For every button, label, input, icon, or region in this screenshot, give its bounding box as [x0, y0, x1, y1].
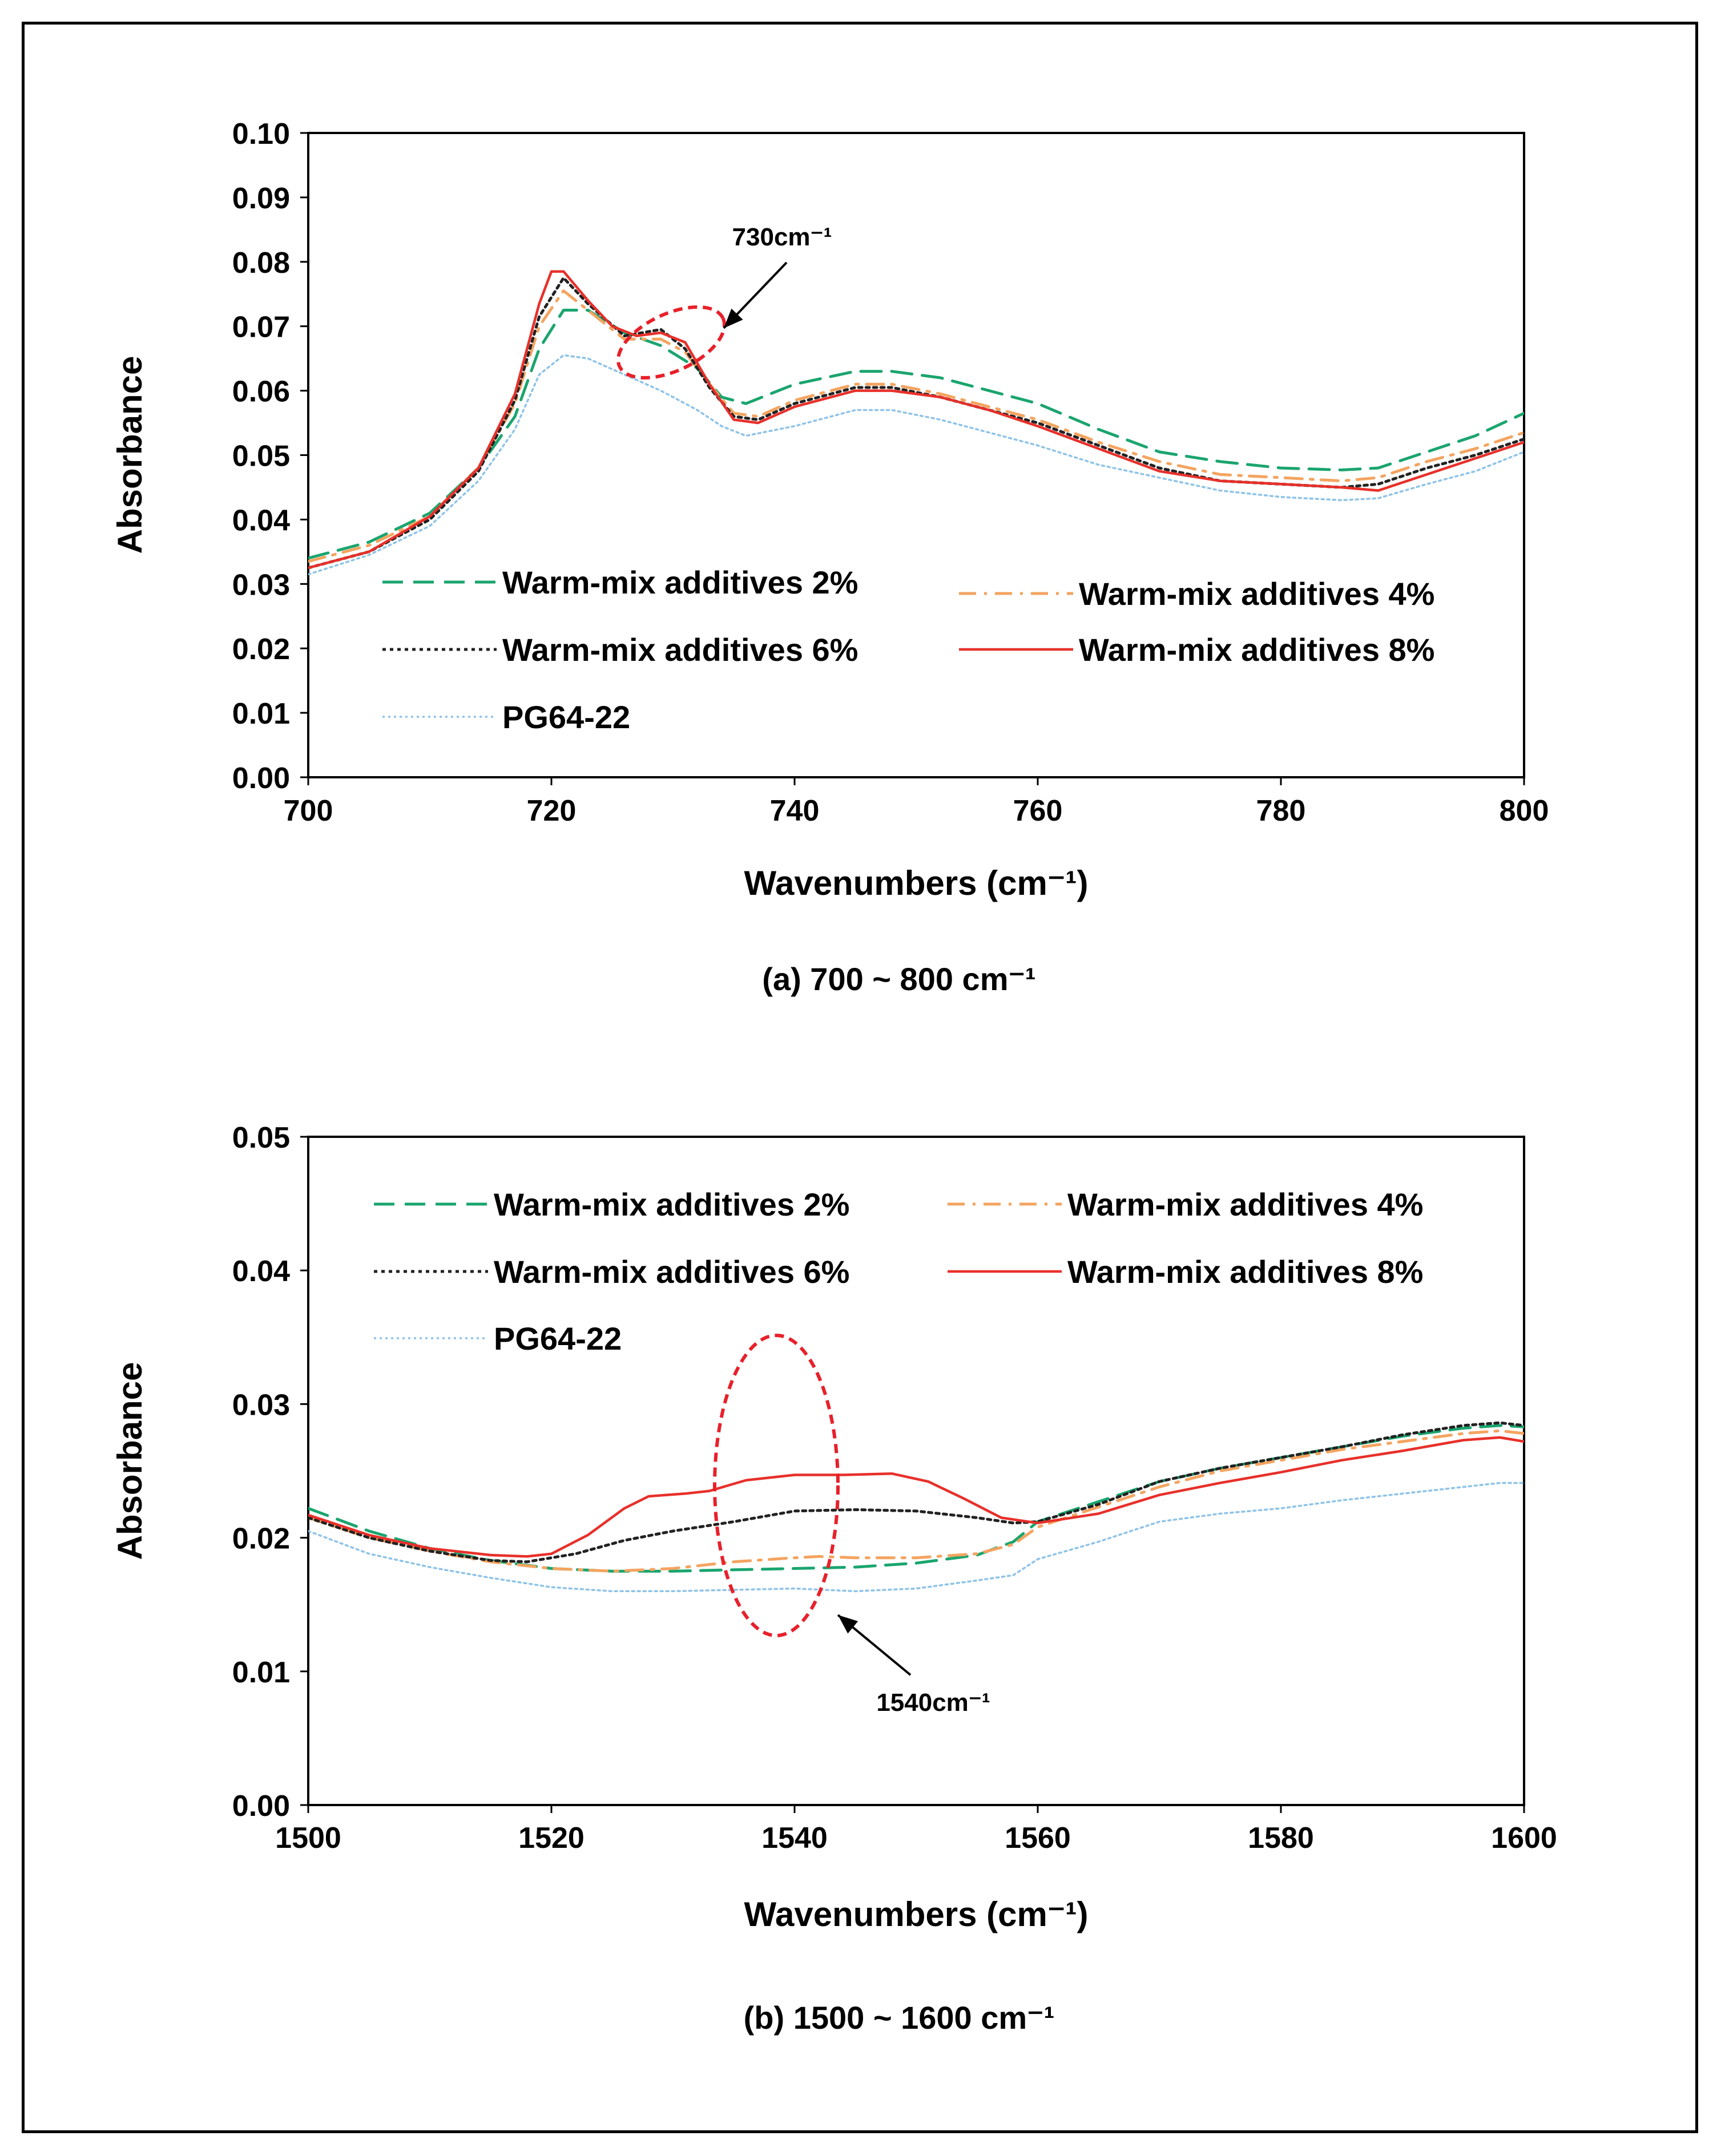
y-tick-label: 0.08: [232, 247, 290, 280]
legend-label: Warm-mix additives 4%: [1067, 1186, 1423, 1222]
chart-caption: (a) 700 ~ 800 cm⁻¹: [762, 961, 1035, 997]
legend-item-1: Warm-mix additives 2%: [382, 564, 858, 600]
series-lines: [308, 1421, 1524, 1593]
y-tick-label: 0.02: [232, 633, 290, 666]
series-line-4: [308, 270, 1524, 570]
y-tick-label: 0.03: [232, 1388, 290, 1422]
legend-item-4: Warm-mix additives 8%: [948, 1254, 1423, 1290]
legend-label: PG64-22: [502, 699, 630, 735]
y-tick-label: 0.05: [232, 440, 290, 473]
plot-area: [307, 132, 1525, 778]
annotation: 1540cm⁻¹: [713, 1334, 990, 1717]
legend-label: Warm-mix additives 8%: [1067, 1254, 1423, 1290]
legend-label: Warm-mix additives 6%: [494, 1254, 849, 1290]
y-axis-label: Absorbance: [111, 356, 149, 554]
highlight-ellipse: [616, 305, 727, 379]
legend-item-5: PG64-22: [382, 699, 630, 735]
legend-label: Warm-mix additives 6%: [502, 632, 858, 668]
legend-item-2: Warm-mix additives 4%: [959, 576, 1434, 612]
y-tick-label: 0.09: [232, 182, 290, 215]
chart-caption: (b) 1500 ~ 1600 cm⁻¹: [744, 2000, 1055, 2036]
series-line-5: [308, 1481, 1524, 1593]
legend-item-3: Warm-mix additives 6%: [374, 1254, 849, 1290]
legend-item-1: Warm-mix additives 2%: [374, 1186, 849, 1222]
annotation-label: 1540cm⁻¹: [876, 1689, 990, 1717]
y-tick-label: 0.04: [232, 504, 290, 537]
figure-frame: [22, 22, 1698, 2133]
legend: Warm-mix additives 2% Warm-mix additives …: [374, 1186, 1423, 1356]
y-tick-label: 0.10: [232, 118, 290, 151]
series-line-2: [308, 289, 1524, 563]
legend-item-3: Warm-mix additives 6%: [382, 632, 858, 668]
y-tick-label: 0.00: [232, 1790, 290, 1823]
y-tick-label: 0.03: [232, 568, 290, 601]
series-line-4: [308, 1436, 1524, 1558]
x-tick-label: 1600: [1491, 1822, 1557, 1855]
legend: Warm-mix additives 2% Warm-mix additives …: [382, 564, 1434, 735]
x-tick-label: 1520: [518, 1822, 585, 1855]
x-tick-label: 1560: [1005, 1822, 1071, 1855]
arrow-head: [838, 1615, 859, 1634]
arrow-head: [724, 308, 743, 328]
series-line-5: [308, 354, 1524, 576]
x-tick-label: 1580: [1248, 1822, 1314, 1855]
series-line-2: [308, 1429, 1524, 1573]
chart-b: 0.00 0.01 0.02 0.03 0.04 0.05 1500 1520 1540 1560…: [111, 1121, 1557, 2036]
x-tick-label: 1500: [275, 1822, 341, 1855]
y-axis-label: Absorbance: [111, 1362, 149, 1560]
legend-item-5: PG64-22: [374, 1321, 622, 1356]
series-line-1: [308, 309, 1524, 560]
series-line-3: [308, 276, 1524, 570]
chart-a: 0.00 0.01 0.02 0.03 0.04 0.05 0.06 0.07 0.08 0.09…: [111, 118, 1549, 997]
legend-label: Warm-mix additives 2%: [494, 1186, 849, 1222]
series-lines: [308, 270, 1524, 576]
x-tick-label: 740: [770, 794, 820, 827]
y-tick-label: 0.04: [232, 1255, 290, 1288]
x-tick-label: 700: [284, 794, 333, 827]
plot-area: [307, 1136, 1525, 1806]
x-tick-label: 720: [527, 794, 577, 827]
y-tick-label: 0.07: [232, 311, 290, 344]
x-tick-label: 780: [1256, 794, 1306, 827]
annotation-label: 730cm⁻¹: [732, 223, 832, 251]
series-line-3: [308, 1421, 1524, 1564]
legend-item-2: Warm-mix additives 4%: [948, 1186, 1423, 1222]
legend-label: Warm-mix additives 4%: [1079, 576, 1434, 612]
y-tick-label: 0.01: [232, 1656, 290, 1689]
x-tick-label: 1540: [761, 1822, 828, 1855]
y-tick-label: 0.01: [232, 697, 290, 730]
y-tick-label: 0.06: [232, 376, 290, 409]
x-tick-label: 760: [1013, 794, 1063, 827]
x-tick-label: 800: [1500, 794, 1549, 827]
x-axis-label: Wavenumbers (cm⁻¹): [744, 1895, 1089, 1933]
annotation: 730cm⁻¹: [616, 223, 832, 379]
y-tick-label: 0.02: [232, 1523, 290, 1556]
y-tick-label: 0.05: [232, 1121, 290, 1154]
legend-label: Warm-mix additives 2%: [502, 564, 858, 600]
legend-item-4: Warm-mix additives 8%: [959, 632, 1434, 668]
legend-label: PG64-22: [494, 1321, 622, 1356]
legend-label: Warm-mix additives 8%: [1079, 632, 1434, 668]
highlight-ellipse: [713, 1334, 840, 1637]
x-axis-label: Wavenumbers (cm⁻¹): [744, 864, 1089, 902]
y-tick-label: 0.00: [232, 762, 290, 795]
